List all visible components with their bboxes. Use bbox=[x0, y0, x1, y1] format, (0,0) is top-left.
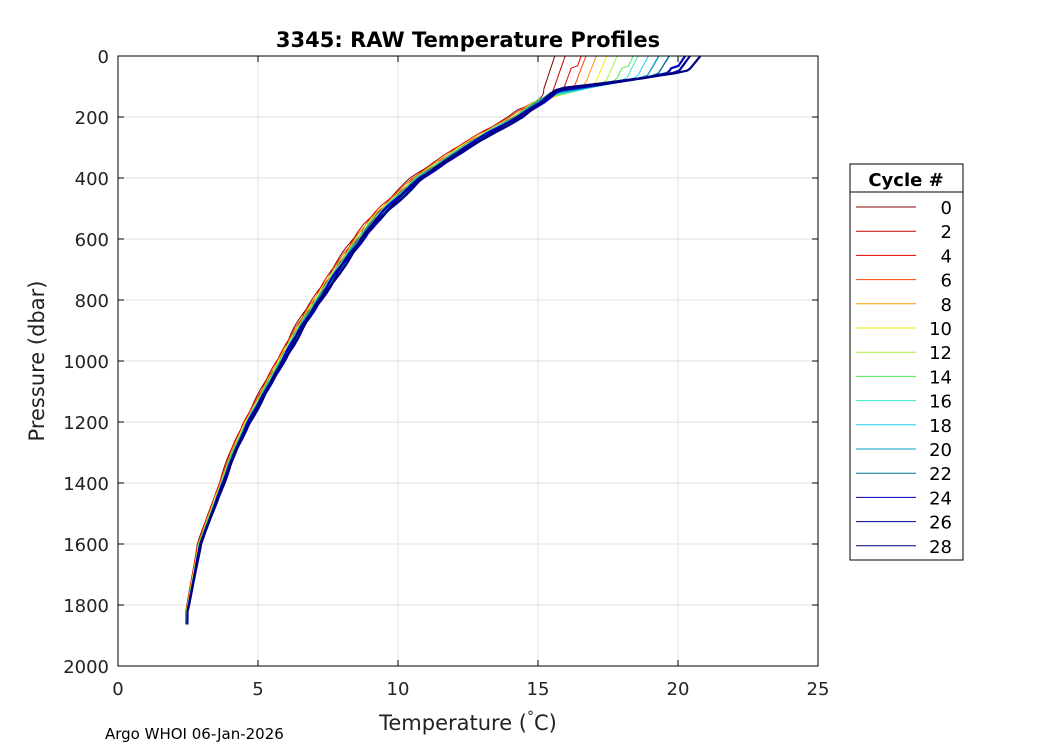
x-axis-label: Temperature (°C) bbox=[378, 709, 557, 735]
grid-lines bbox=[118, 56, 818, 666]
legend-label-8: 8 bbox=[941, 295, 952, 316]
profile-series bbox=[185, 55, 702, 625]
legend-label-20: 20 bbox=[929, 440, 952, 461]
x-tick-label: 5 bbox=[252, 679, 263, 700]
y-tick-label: 200 bbox=[75, 108, 109, 129]
chart-title: 3345: RAW Temperature Profiles bbox=[276, 28, 660, 52]
y-tick-label: 1800 bbox=[63, 596, 109, 617]
legend-label-4: 4 bbox=[941, 246, 952, 267]
profile-line-cycle-28 bbox=[186, 55, 702, 611]
y-tick-label: 0 bbox=[98, 47, 109, 68]
y-tick-label: 400 bbox=[75, 169, 109, 190]
footer-credit: Argo WHOI 06-Jan-2026 bbox=[105, 725, 284, 743]
legend-label-26: 26 bbox=[929, 513, 952, 534]
y-tick-label: 2000 bbox=[63, 657, 109, 678]
legend-label-22: 22 bbox=[929, 464, 952, 485]
legend-label-14: 14 bbox=[929, 367, 952, 388]
y-tick-label: 1200 bbox=[63, 413, 109, 434]
x-axis-label-unit: C) bbox=[534, 711, 557, 735]
legend-label-28: 28 bbox=[929, 537, 952, 558]
x-axis-ticks: 0 5 10 15 20 25 bbox=[112, 56, 829, 700]
x-tick-label: 20 bbox=[667, 679, 690, 700]
legend-label-10: 10 bbox=[929, 319, 952, 340]
legend-box bbox=[849, 163, 964, 561]
y-tick-label: 800 bbox=[75, 291, 109, 312]
legend-label-16: 16 bbox=[929, 392, 952, 413]
y-tick-label: 1600 bbox=[63, 535, 109, 556]
x-tick-label: 25 bbox=[807, 679, 830, 700]
legend-label-2: 2 bbox=[941, 222, 952, 243]
legend-label-6: 6 bbox=[941, 271, 952, 292]
x-tick-label: 10 bbox=[387, 679, 410, 700]
y-tick-label: 1400 bbox=[63, 474, 109, 495]
y-tick-label: 1000 bbox=[63, 352, 109, 373]
legend-label-12: 12 bbox=[929, 343, 952, 364]
legend-label-0: 0 bbox=[941, 198, 952, 219]
x-tick-label: 0 bbox=[112, 679, 123, 700]
x-axis-label-degree: ° bbox=[527, 709, 534, 725]
y-tick-label: 600 bbox=[75, 230, 109, 251]
legend-label-24: 24 bbox=[929, 488, 952, 509]
y-axis-ticks: 0 200 400 600 800 1000 1200 1400 1600 1800 2000 bbox=[63, 47, 818, 678]
y-axis-label: Pressure (dbar) bbox=[25, 281, 49, 442]
legend-label-18: 18 bbox=[929, 416, 952, 437]
x-tick-label: 15 bbox=[527, 679, 550, 700]
x-axis-label-main: Temperature ( bbox=[378, 711, 527, 735]
legend-title: Cycle # bbox=[868, 170, 943, 191]
